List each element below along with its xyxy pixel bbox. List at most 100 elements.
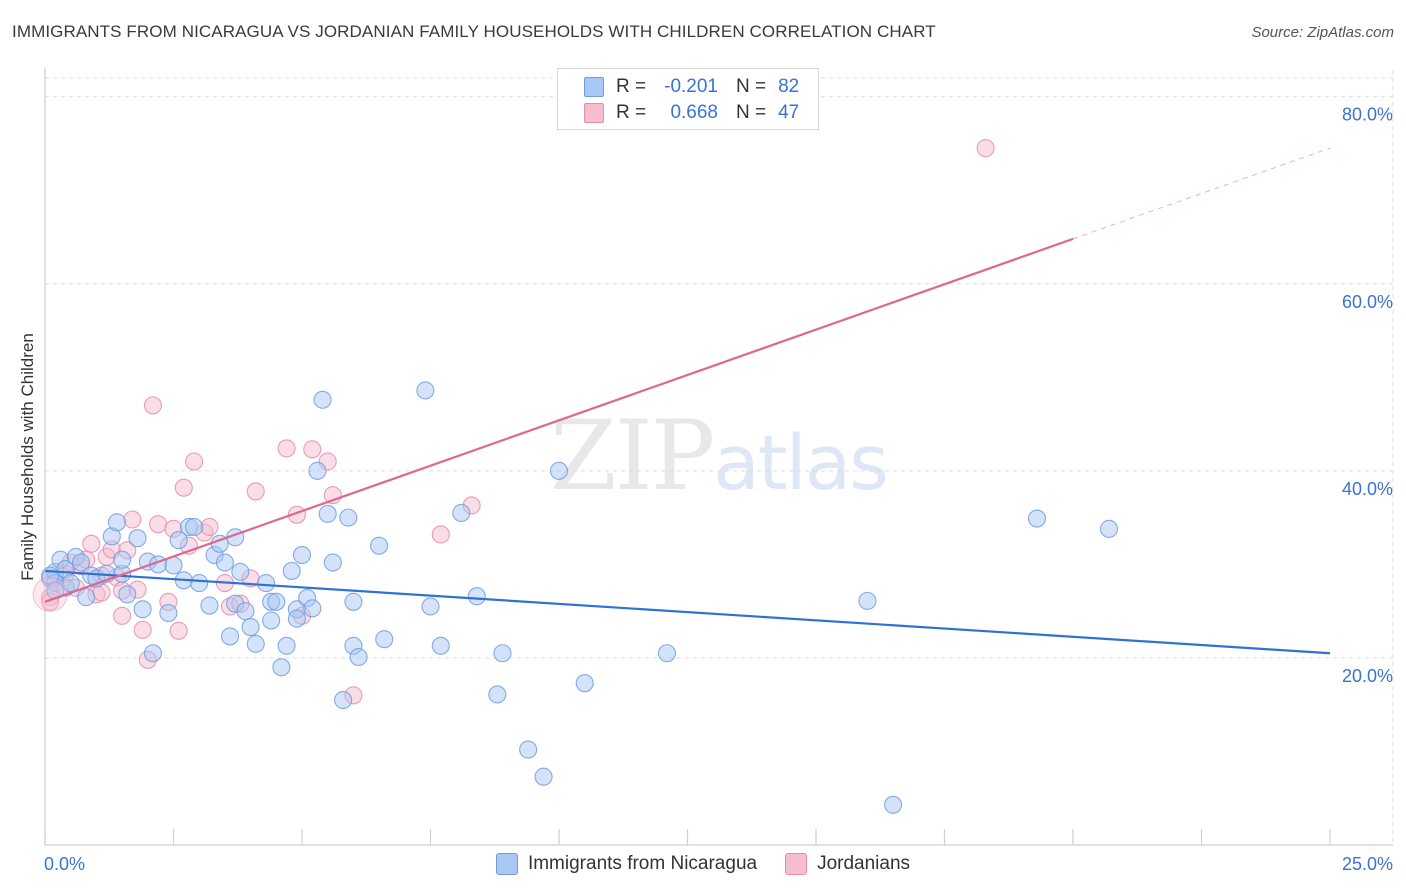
chart-title: IMMIGRANTS FROM NICARAGUA VS JORDANIAN F… [12, 22, 936, 41]
r-value: 0.668 [670, 102, 718, 123]
nicaragua-point [292, 545, 312, 565]
nicaragua-point [256, 574, 276, 593]
jordanians-point [976, 139, 995, 158]
jordanians-point [185, 452, 204, 471]
nicaragua-point [133, 600, 152, 619]
nicaragua-point [318, 504, 337, 523]
nicaragua-point [220, 627, 240, 646]
nicaragua-point [185, 517, 204, 537]
nicaragua-point [416, 381, 435, 400]
jordanians-point [246, 482, 265, 501]
stats-row-nicaragua: R = -0.201 N = 82 [584, 74, 799, 100]
x-tick-label: 25.0% [1342, 854, 1393, 874]
nicaragua-point [128, 529, 147, 548]
nicaragua-point [884, 795, 903, 814]
jordanians-point [133, 620, 152, 639]
nicaragua-point [657, 644, 676, 663]
nicaragua-trend-line [44, 569, 1331, 655]
x-tick-label: 0.0% [44, 854, 85, 874]
nicaragua-point [282, 561, 301, 580]
y-axis-label: Family Households with Children [18, 333, 37, 581]
stats-legend: R = -0.201 N = 82 R = 0.668 N = 47 [557, 68, 819, 130]
nicaragua-point [421, 597, 440, 616]
nicaragua-point [549, 461, 569, 480]
n-value: 82 [778, 76, 800, 97]
y-tick-label: 40.0% [1342, 479, 1393, 499]
nicaragua-point [1099, 519, 1119, 538]
nicaragua-point [236, 602, 255, 621]
nicaragua-point [262, 611, 281, 630]
nicaragua-point [534, 767, 553, 786]
jordanians-swatch [584, 103, 604, 123]
legend-label: Jordanians [817, 853, 911, 874]
jordanians-cluster-point [32, 576, 68, 612]
legend-item-nicaragua[interactable]: Immigrants from Nicaragua [495, 853, 758, 875]
nicaragua-point [159, 603, 178, 623]
nicaragua-point [375, 630, 394, 649]
nicaragua-point [344, 592, 363, 611]
nicaragua-point [370, 536, 389, 555]
jordanians-point [123, 510, 142, 529]
nicaragua-point [303, 599, 322, 618]
nicaragua-point [519, 740, 538, 759]
nicaragua-point [215, 553, 234, 572]
jordanians-point [149, 515, 168, 534]
jordanians-trend-extension [1072, 147, 1331, 240]
y-tick-label: 20.0% [1342, 666, 1393, 686]
nicaragua-point [200, 596, 219, 615]
nicaragua-point [323, 553, 342, 572]
nicaragua-point [575, 674, 594, 693]
nicaragua-point [241, 618, 260, 637]
jordanians-swatch [785, 853, 808, 875]
nicaragua-swatch [584, 77, 604, 97]
nicaragua-point [287, 609, 306, 628]
legend-label: Immigrants from Nicaragua [527, 853, 758, 874]
legend-item-jordanians[interactable]: Jordanians [785, 853, 910, 875]
tick-labels: 20.0% 40.0% 60.0% 80.0% 0.0% 25.0% [44, 105, 1393, 874]
r-value: -0.201 [664, 76, 718, 97]
data-points [32, 139, 1119, 814]
nicaragua-point [231, 562, 250, 581]
series-legend: Immigrants from Nicaragua Jordanians [0, 850, 1406, 878]
y-tick-label: 60.0% [1342, 292, 1393, 312]
jordanians-point [277, 439, 296, 458]
nicaragua-point [267, 592, 286, 611]
nicaragua-point [169, 531, 188, 550]
nicaragua-point [277, 636, 296, 655]
jordanians-point [143, 396, 162, 415]
n-label: N = [736, 76, 767, 97]
nicaragua-point [488, 685, 507, 704]
jordanians-point [200, 517, 219, 537]
nicaragua-point [858, 591, 877, 610]
source-label: Source: ZipAtlas.com [1251, 24, 1394, 41]
r-label: R = [616, 76, 647, 97]
nicaragua-point [334, 690, 353, 710]
nicaragua-point [308, 461, 327, 480]
nicaragua-point [77, 588, 96, 607]
jordanians-point [82, 534, 101, 553]
jordanians-point [174, 478, 193, 497]
nicaragua-point [143, 644, 162, 663]
nicaragua-point [431, 636, 450, 655]
stats-row-jordanians: R = 0.668 N = 47 [584, 100, 799, 126]
jordanians-point [303, 440, 322, 459]
nicaragua-point [339, 508, 358, 527]
nicaragua-point [1027, 509, 1047, 528]
nicaragua-point [349, 647, 368, 667]
jordanians-point [431, 525, 450, 544]
nicaragua-point [246, 634, 265, 653]
jordanians-point [169, 621, 188, 640]
n-value: 47 [778, 102, 800, 123]
nicaragua-point [107, 513, 127, 532]
nicaragua-swatch [495, 853, 518, 875]
nicaragua-point [467, 587, 486, 606]
grid-lines [45, 70, 1395, 845]
nicaragua-point [452, 503, 471, 522]
nicaragua-point [493, 644, 512, 663]
nicaragua-point [190, 574, 209, 593]
nicaragua-point [113, 550, 132, 569]
nicaragua-point [118, 585, 137, 604]
jordanians-point [113, 606, 132, 625]
jordanians-trend-line [44, 237, 1074, 603]
